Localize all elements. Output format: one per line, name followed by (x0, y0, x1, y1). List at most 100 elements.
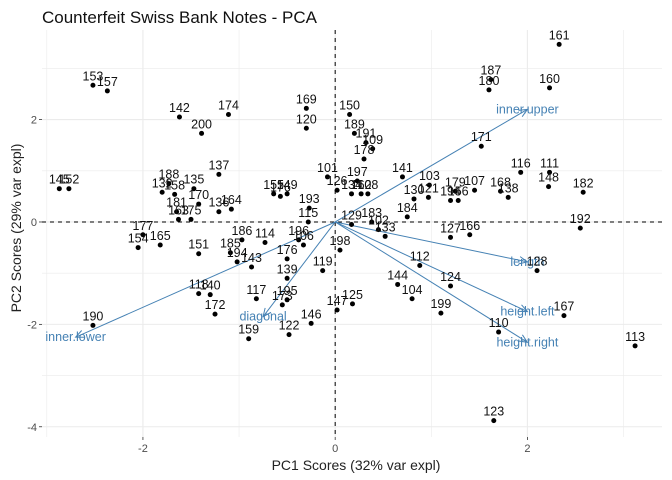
point-label: 137 (208, 158, 229, 172)
score-point-127: 127 (440, 221, 461, 240)
score-point-169: 169 (296, 92, 317, 111)
data-point (334, 307, 340, 313)
score-point-138: 138 (498, 181, 519, 200)
point-label: 129 (341, 209, 362, 223)
point-label: 182 (573, 176, 594, 190)
point-label: 167 (554, 300, 575, 314)
score-point-103: 103 (419, 169, 440, 188)
point-label: 194 (227, 246, 248, 260)
point-label: 168 (490, 175, 511, 189)
data-point (409, 296, 415, 302)
data-point (369, 219, 375, 225)
point-label: 117 (246, 283, 266, 297)
point-label: 101 (317, 161, 338, 175)
loading-arrow-shaft (334, 108, 528, 223)
score-point-144: 144 (387, 268, 408, 287)
data-point (196, 201, 202, 207)
score-point-146: 146 (301, 307, 322, 326)
point-label: 155 (263, 178, 284, 192)
point-label: 170 (188, 188, 209, 202)
point-label: 198 (330, 234, 351, 248)
score-point-176: 176 (270, 180, 291, 199)
data-point (467, 232, 473, 238)
score-point-155: 155 (263, 178, 284, 197)
point-label: 114 (255, 226, 275, 240)
data-point (478, 143, 484, 149)
point-label: 187 (480, 64, 501, 78)
point-label: 113 (625, 330, 645, 344)
loading-label: height.left (500, 305, 555, 319)
loading-arrow-head (262, 307, 272, 318)
grid-lines (42, 30, 662, 437)
score-point-123: 123 (483, 405, 504, 424)
data-point (399, 174, 405, 180)
point-label: 109 (362, 133, 383, 147)
score-point-142: 142 (169, 101, 190, 120)
data-point (455, 197, 461, 203)
point-label: 130 (404, 183, 425, 197)
score-point-174: 174 (218, 98, 239, 117)
score-point-113: 113 (625, 330, 645, 349)
point-label: 181 (166, 196, 187, 210)
loading-arrow-head (518, 304, 529, 313)
score-point-185: 185 (220, 237, 241, 256)
point-label: 102 (368, 214, 389, 228)
point-label: 162 (351, 178, 372, 192)
loading-vector-diagonal: diagonal (239, 221, 336, 324)
point-label: 197 (347, 165, 368, 179)
point-label: 175 (181, 203, 202, 217)
score-point-168: 168 (490, 175, 511, 194)
data-point (382, 233, 388, 239)
data-point (361, 156, 367, 162)
data-point (498, 188, 504, 194)
score-point-111: 111 (540, 156, 559, 175)
data-point (249, 264, 255, 270)
score-point-117: 117 (246, 283, 266, 302)
score-point-184: 184 (397, 201, 418, 220)
point-label: 158 (164, 178, 185, 192)
point-label: 124 (440, 270, 461, 284)
score-point-125: 125 (342, 288, 363, 307)
data-point (227, 250, 233, 256)
data-point (534, 268, 540, 274)
point-label: 157 (97, 75, 118, 89)
point-label: 154 (128, 232, 149, 246)
data-point (172, 191, 178, 197)
score-point-151: 151 (188, 238, 209, 257)
score-point-152: 152 (58, 173, 79, 192)
data-point (426, 182, 432, 188)
score-point-170: 170 (188, 188, 209, 207)
loading-vector-height-left: height.left (334, 221, 555, 319)
point-label: 108 (357, 178, 378, 192)
data-point (305, 219, 311, 225)
point-label: 165 (150, 229, 171, 243)
point-label: 194 (440, 184, 461, 198)
score-point-190: 190 (83, 309, 103, 328)
score-point-107: 107 (464, 174, 485, 193)
score-point-160: 160 (539, 72, 560, 91)
data-point (411, 196, 417, 202)
y-tick-label: 2 (31, 115, 37, 127)
point-label: 171 (471, 130, 492, 144)
score-point-114: 114 (255, 226, 275, 245)
score-point-198: 198 (330, 234, 351, 253)
point-label: 119 (313, 255, 333, 269)
loading-arrow-shaft (262, 221, 336, 317)
point-label: 177 (133, 219, 154, 233)
data-point (300, 242, 306, 248)
data-point (239, 237, 245, 243)
data-point (518, 169, 524, 175)
score-point-153: 153 (83, 69, 103, 88)
data-point (216, 209, 222, 215)
score-point-122: 122 (279, 319, 300, 338)
data-point (358, 191, 364, 197)
point-label: 161 (549, 28, 570, 42)
y-tick-label: -4 (27, 422, 37, 434)
score-point-135: 135 (183, 173, 204, 192)
score-point-200: 200 (191, 117, 212, 136)
data-point (488, 77, 494, 83)
data-point (212, 311, 218, 317)
data-point (135, 245, 141, 251)
loading-label: inner.lower (45, 330, 105, 344)
score-point-106: 106 (293, 229, 314, 248)
